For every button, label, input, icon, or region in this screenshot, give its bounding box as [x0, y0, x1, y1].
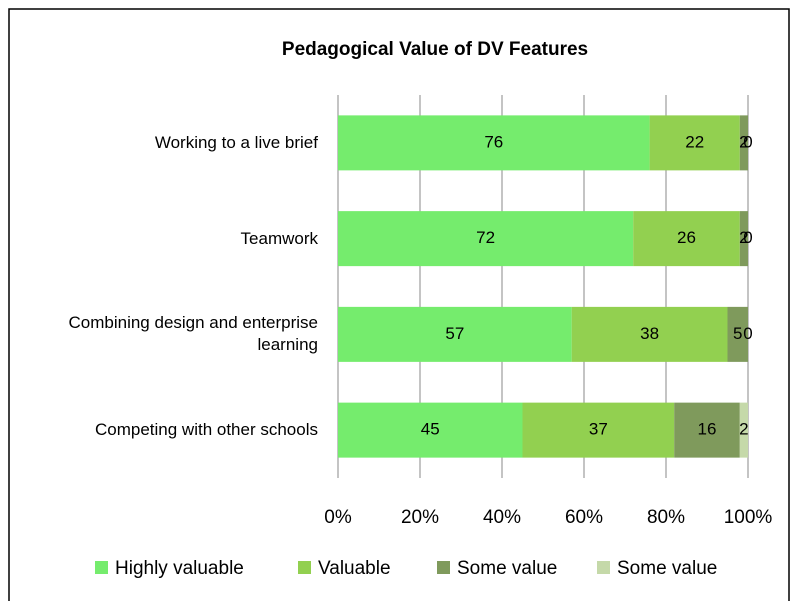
bar-segment — [674, 402, 740, 458]
legend-swatch — [597, 561, 610, 574]
x-tick-label: 80% — [647, 507, 685, 528]
bar-segment — [338, 402, 523, 458]
legend-label: Highly valuable — [115, 558, 244, 579]
x-tick-label: 20% — [401, 507, 439, 528]
data-label: 0 — [743, 324, 752, 343]
y-tick-label: Teamwork — [240, 228, 318, 248]
bar-segment — [649, 115, 740, 171]
chart-title: Pedagogical Value of DV Features — [282, 39, 588, 60]
bar-segment — [739, 115, 748, 171]
legend-label: Some value — [457, 558, 557, 579]
data-label: 2 — [739, 132, 748, 151]
legend-label: Some value — [617, 558, 717, 579]
data-label: 26 — [677, 228, 696, 247]
y-tick-label: Combining design and enterprise learning — [68, 313, 319, 355]
bar-segment — [338, 306, 572, 362]
data-label: 76 — [484, 132, 503, 151]
x-tick-label: 0% — [324, 507, 352, 528]
bar-segment — [338, 115, 650, 171]
data-label: 22 — [685, 132, 704, 151]
legend-swatch — [298, 561, 311, 574]
data-label: 2 — [739, 228, 748, 247]
bar-segment — [338, 211, 634, 267]
x-tick-label: 100% — [724, 507, 773, 528]
legend-label: Valuable — [318, 558, 391, 579]
data-label: 57 — [445, 324, 464, 343]
chart-border — [8, 8, 790, 601]
data-label: 5 — [733, 324, 742, 343]
data-label: 2 — [739, 420, 748, 439]
data-label: 16 — [698, 420, 717, 439]
data-label: 0 — [743, 132, 752, 151]
bar-segment — [739, 402, 748, 458]
data-label: 38 — [640, 324, 659, 343]
legend-swatch — [95, 561, 108, 574]
data-label: 37 — [589, 420, 608, 439]
data-label: 0 — [743, 228, 752, 247]
y-tick-label: Competing with other schools — [94, 420, 318, 440]
bar-segment — [571, 306, 728, 362]
data-label: 45 — [421, 420, 440, 439]
y-tick-label: Working to a live brief — [154, 132, 318, 152]
x-tick-label: 60% — [565, 507, 603, 528]
bar-segment — [739, 211, 748, 267]
x-tick-label: 40% — [483, 507, 521, 528]
bar-segment — [727, 306, 748, 362]
bar-segment — [522, 402, 675, 458]
data-label: 72 — [476, 228, 495, 247]
bar-segment — [633, 211, 740, 267]
legend-swatch — [437, 561, 450, 574]
